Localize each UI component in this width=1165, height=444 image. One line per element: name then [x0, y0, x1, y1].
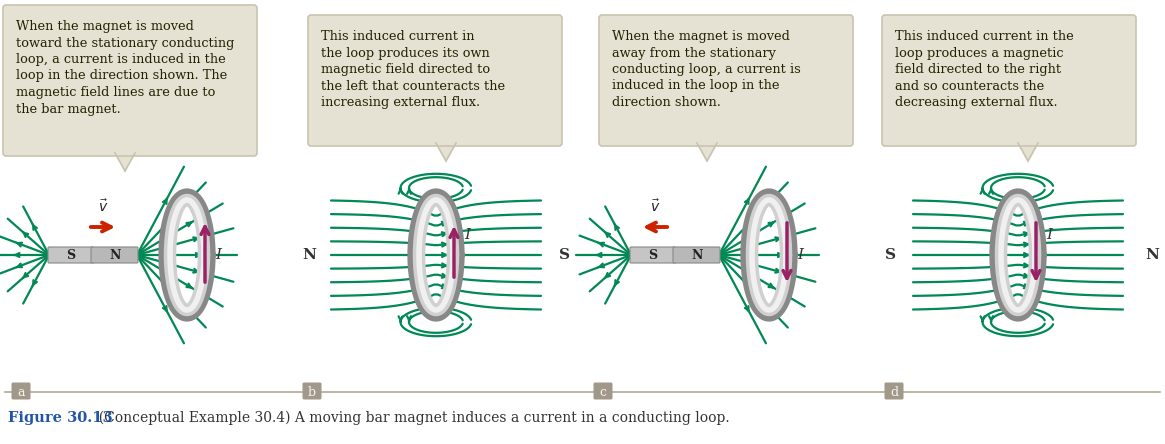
Polygon shape	[697, 143, 716, 161]
FancyBboxPatch shape	[882, 15, 1136, 146]
FancyBboxPatch shape	[308, 15, 562, 146]
Text: d: d	[890, 385, 898, 399]
Text: N: N	[1145, 248, 1159, 262]
Text: This induced current in the
loop produces a magnetic
field directed to the right: This induced current in the loop produce…	[895, 30, 1074, 109]
Text: S: S	[558, 248, 570, 262]
Text: N: N	[110, 249, 121, 262]
Text: I: I	[797, 248, 803, 262]
FancyBboxPatch shape	[673, 247, 720, 263]
Text: I: I	[216, 248, 221, 262]
FancyBboxPatch shape	[630, 247, 676, 263]
Text: c: c	[600, 385, 607, 399]
FancyBboxPatch shape	[12, 382, 30, 400]
Text: S: S	[649, 249, 657, 262]
FancyBboxPatch shape	[91, 247, 137, 263]
Text: When the magnet is moved
toward the stationary conducting
loop, a current is ind: When the magnet is moved toward the stat…	[16, 20, 234, 115]
Text: N: N	[691, 249, 702, 262]
FancyBboxPatch shape	[3, 5, 257, 156]
Text: $\vec{v}$: $\vec{v}$	[98, 198, 108, 215]
Text: When the magnet is moved
away from the stationary
conducting loop, a current is
: When the magnet is moved away from the s…	[612, 30, 800, 109]
Text: This induced current in
the loop produces its own
magnetic field directed to
the: This induced current in the loop produce…	[322, 30, 506, 109]
Polygon shape	[436, 143, 456, 161]
Polygon shape	[115, 153, 135, 171]
Polygon shape	[1018, 143, 1038, 161]
Text: Figure 30.13: Figure 30.13	[8, 411, 113, 425]
Text: I: I	[464, 228, 469, 242]
FancyBboxPatch shape	[599, 15, 853, 146]
Text: $\vec{v}$: $\vec{v}$	[650, 198, 661, 215]
Text: a: a	[17, 385, 24, 399]
FancyBboxPatch shape	[593, 382, 613, 400]
Text: N: N	[302, 248, 316, 262]
Text: I: I	[1046, 228, 1052, 242]
Text: (Conceptual Example 30.4) A moving bar magnet induces a current in a conducting : (Conceptual Example 30.4) A moving bar m…	[90, 411, 729, 425]
Text: S: S	[66, 249, 76, 262]
Text: b: b	[308, 385, 316, 399]
FancyBboxPatch shape	[884, 382, 904, 400]
FancyBboxPatch shape	[303, 382, 322, 400]
FancyBboxPatch shape	[48, 247, 94, 263]
Text: S: S	[885, 248, 897, 262]
